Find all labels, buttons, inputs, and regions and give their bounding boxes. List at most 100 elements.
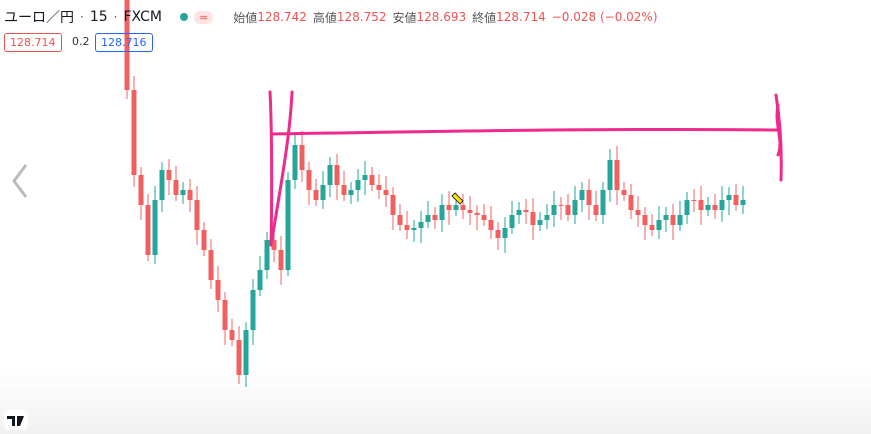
candle-body xyxy=(390,195,396,215)
candle-body xyxy=(488,220,494,230)
candle-body xyxy=(131,90,137,175)
candle-body xyxy=(726,195,732,200)
candle-body xyxy=(677,215,683,225)
candle-body xyxy=(320,185,326,200)
close-value: 128.714 xyxy=(496,10,546,24)
candle-body xyxy=(684,200,690,215)
candle-body xyxy=(271,240,277,250)
spread: 0.2 xyxy=(72,35,90,48)
candle-body xyxy=(159,170,165,200)
interval[interactable]: 15 xyxy=(89,9,108,25)
candle-body xyxy=(467,210,473,213)
candle-body xyxy=(628,195,634,210)
candle-body xyxy=(348,190,354,195)
candle-body xyxy=(236,340,242,375)
candle-body xyxy=(166,170,172,180)
candle-body xyxy=(397,215,403,225)
candle-body xyxy=(635,210,641,215)
low-label: 安値 xyxy=(392,10,417,25)
candle-body xyxy=(229,330,235,340)
candle-body xyxy=(649,225,655,230)
candle-body xyxy=(572,200,578,215)
candle-body xyxy=(222,300,228,330)
candle-body xyxy=(180,190,186,195)
candle-body xyxy=(481,215,487,220)
high-label: 高値 xyxy=(312,10,337,25)
candle-body xyxy=(474,213,480,215)
candle-body xyxy=(586,190,592,205)
candle-body xyxy=(355,180,361,190)
candle-body xyxy=(740,200,746,205)
candle-body xyxy=(138,175,144,205)
symbol-header: ユーロ／円 · 15 · FXCM ≈ 始値 128.742 高値 128.752 … xyxy=(4,9,658,26)
candle-body xyxy=(215,280,221,300)
candle-body xyxy=(243,330,249,375)
candle-body xyxy=(285,180,291,270)
candle-body xyxy=(642,215,648,225)
candle-body xyxy=(362,175,368,180)
status-dot xyxy=(179,13,188,21)
candle-body xyxy=(565,205,571,215)
candle-body xyxy=(369,175,375,185)
candle-body xyxy=(201,230,207,250)
candle-body xyxy=(453,205,459,210)
candle-body xyxy=(173,180,179,195)
tv-logo xyxy=(4,410,28,430)
candle-body xyxy=(495,230,501,238)
candle-body xyxy=(544,215,550,220)
candle-body xyxy=(516,210,522,215)
candle-body xyxy=(250,290,256,330)
candle-body xyxy=(299,145,305,170)
candle-body xyxy=(593,205,599,215)
candle-body xyxy=(719,200,725,210)
candles xyxy=(124,0,746,387)
candle-body xyxy=(376,185,382,190)
buy-price[interactable]: 128.716 xyxy=(95,33,153,52)
cursor xyxy=(451,192,464,205)
candle-body xyxy=(187,190,193,200)
candle-body xyxy=(418,222,424,228)
badge: ≈ xyxy=(193,10,214,24)
candle-body xyxy=(341,185,347,195)
candle-body xyxy=(600,190,606,215)
candle-body xyxy=(691,200,697,201)
candle-body xyxy=(558,205,564,206)
candle-body xyxy=(733,195,739,205)
change: −0.028 (−0.02%) xyxy=(551,10,658,24)
symbol[interactable]: ユーロ／円 xyxy=(4,10,74,26)
candle-body xyxy=(663,215,669,220)
candle-body xyxy=(257,270,263,290)
candle-body xyxy=(579,190,585,200)
candle-body xyxy=(334,165,340,185)
candle-body xyxy=(432,215,438,220)
candle-body xyxy=(446,205,452,210)
candle-body xyxy=(383,190,389,195)
candle-body xyxy=(712,205,718,210)
candle-body xyxy=(509,215,515,228)
candle-body xyxy=(523,210,529,212)
candle-body xyxy=(670,215,676,225)
low-value: 128.693 xyxy=(416,10,467,24)
annotation xyxy=(268,90,783,247)
scroll-left[interactable] xyxy=(12,164,28,198)
candle-body xyxy=(404,225,410,230)
open-label: 始値 xyxy=(233,10,258,25)
candle-body xyxy=(614,160,620,190)
sell-price[interactable]: 128.714 xyxy=(4,33,62,52)
candle-body xyxy=(537,220,543,225)
candle-body xyxy=(124,0,130,90)
candle-body xyxy=(292,145,298,180)
candle-body xyxy=(327,165,333,185)
candle-body xyxy=(460,205,466,210)
candle-body xyxy=(306,170,312,190)
candle-body xyxy=(264,240,270,270)
candle-body xyxy=(530,212,536,225)
candle-body xyxy=(145,205,151,255)
open-value: 128.742 xyxy=(257,10,307,24)
candle-body xyxy=(502,228,508,238)
candle-body xyxy=(698,200,704,210)
close-label: 終値 xyxy=(472,10,497,25)
candle-body xyxy=(621,190,627,195)
